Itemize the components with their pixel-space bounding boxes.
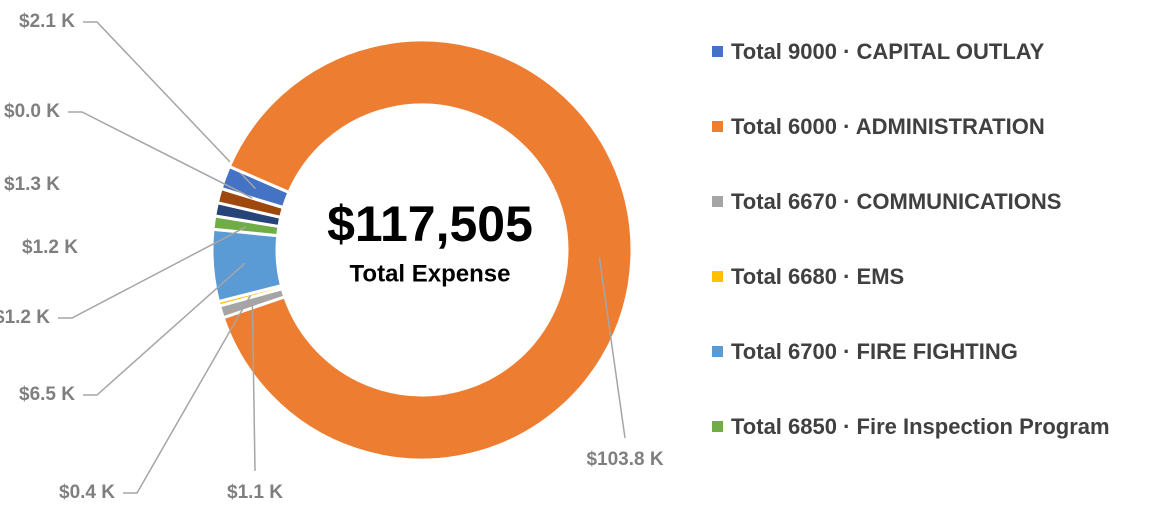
legend-item: Total 6700 · FIRE FIGHTING: [712, 334, 1152, 409]
center-label: Total Expense: [350, 260, 511, 287]
legend-swatch: [712, 271, 723, 282]
leader-line: [83, 21, 256, 190]
data-label: $1.2 K: [0, 307, 50, 328]
legend-swatch: [712, 121, 723, 132]
data-label: $6.5 K: [19, 384, 75, 405]
legend-item: Total 6680 · EMS: [712, 259, 1152, 334]
legend-label: Total 6700 · FIRE FIGHTING: [731, 339, 1018, 364]
data-label: $0.4 K: [59, 482, 115, 503]
donut-slice: [215, 186, 286, 220]
legend-item: Total 9000 · CAPITAL OUTLAY: [712, 34, 1152, 109]
legend-swatch: [712, 46, 723, 57]
center-value: $117,505: [327, 196, 533, 252]
legend: Total 9000 · CAPITAL OUTLAY Total 6000 · …: [712, 34, 1152, 484]
data-label: $103.8 K: [586, 449, 663, 470]
legend-label: Total 6670 · COMMUNICATIONS: [731, 189, 1062, 214]
data-label: $1.1 K: [227, 482, 283, 503]
data-label: $1.2 K: [22, 237, 78, 258]
leader-line: [251, 302, 256, 472]
leader-line: [123, 295, 252, 494]
legend-item: Total 6000 · ADMINISTRATION: [712, 109, 1152, 184]
legend-swatch: [712, 421, 723, 432]
legend-item: Total 6850 · Fire Inspection Program: [712, 409, 1152, 484]
legend-item: Total 6670 · COMMUNICATIONS: [712, 184, 1152, 259]
donut-slice: [221, 38, 634, 462]
legend-label: Total 6850 · Fire Inspection Program: [731, 414, 1110, 439]
legend-label: Total 6000 · ADMINISTRATION: [731, 114, 1045, 139]
legend-label: Total 6680 · EMS: [731, 264, 905, 289]
legend-swatch: [712, 346, 723, 357]
leader-line: [83, 262, 246, 396]
leader-line: [598, 257, 626, 439]
legend-swatch: [712, 196, 723, 207]
data-label: $0.0 K: [4, 101, 60, 122]
legend-label: Total 9000 · CAPITAL OUTLAY: [731, 39, 1045, 64]
data-label: $2.1 K: [19, 11, 75, 32]
leader-line: [58, 226, 247, 319]
leader-line: [68, 111, 253, 199]
data-label: $1.3 K: [4, 174, 60, 195]
